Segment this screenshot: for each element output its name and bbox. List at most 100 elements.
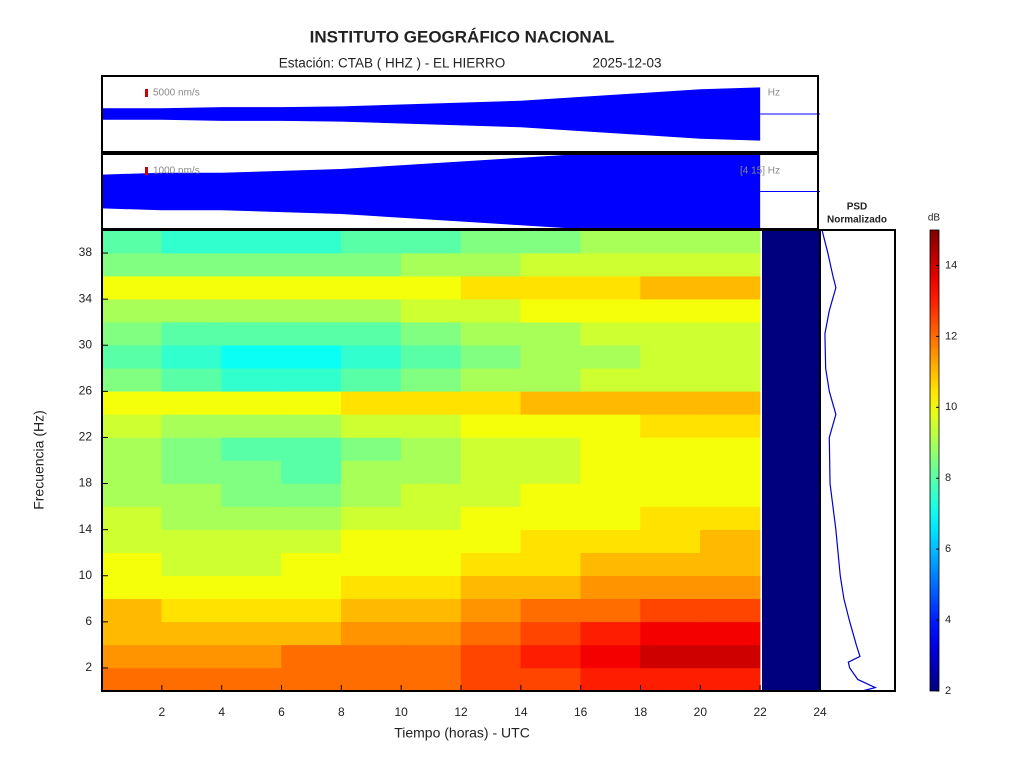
heatmap-cell <box>101 529 163 553</box>
heatmap-cell <box>700 575 761 600</box>
heatmap-cell <box>221 483 282 507</box>
x-tick-label: 20 <box>694 705 708 719</box>
heatmap-cell <box>400 575 462 600</box>
heatmap-cell <box>640 391 701 415</box>
heatmap-cell <box>101 298 163 323</box>
heatmap-cell <box>161 552 222 577</box>
scale-bar <box>145 167 148 175</box>
heatmap-cell <box>580 345 641 369</box>
heatmap-cell <box>700 667 761 692</box>
trace-envelope <box>102 154 761 229</box>
heatmap-cell <box>400 552 462 577</box>
scale-bar <box>145 89 148 97</box>
heatmap-cell <box>580 437 641 461</box>
psd-frame <box>819 229 896 692</box>
heatmap-cell <box>520 391 581 415</box>
heatmap-cell <box>640 229 701 254</box>
x-tick-label: 14 <box>514 705 528 719</box>
heatmap-cell <box>520 437 581 461</box>
heatmap-cell <box>281 621 342 646</box>
x-tick-label: 10 <box>394 705 408 719</box>
colorbar-tick-label: 12 <box>945 330 957 342</box>
x-tick-label: 6 <box>278 705 285 719</box>
heatmap-cell <box>221 368 282 392</box>
heatmap-cell <box>580 391 641 415</box>
heatmap-cell <box>520 621 581 646</box>
heatmap-cell <box>640 506 701 530</box>
heatmap-cell <box>400 437 462 461</box>
heatmap-cell <box>341 667 402 692</box>
heatmap-cell <box>341 460 402 484</box>
heatmap-cell <box>281 252 342 277</box>
heatmap-cell <box>460 437 522 461</box>
y-tick-label: 18 <box>79 476 93 490</box>
heatmap-cell <box>520 298 581 323</box>
heatmap-cell <box>580 644 641 669</box>
heatmap-cell <box>460 506 522 530</box>
heatmap-cell <box>281 321 342 346</box>
heatmap-cell <box>520 667 581 692</box>
heatmap-cell <box>221 298 282 323</box>
x-tick-label: 4 <box>218 705 225 719</box>
y-tick-label: 34 <box>79 291 93 305</box>
heatmap-cell <box>400 506 462 530</box>
heatmap-cell <box>640 275 701 300</box>
heatmap-cell <box>341 529 402 553</box>
heatmap-cell <box>700 598 761 623</box>
heatmap-cell <box>161 529 222 553</box>
heatmap-cell <box>161 275 222 300</box>
heatmap-cell <box>281 667 342 692</box>
heatmap-cell <box>580 368 641 392</box>
heatmap-cell <box>101 621 163 646</box>
heatmap-cell <box>460 667 522 692</box>
heatmap-cell <box>580 229 641 254</box>
heatmap-cell <box>341 368 402 392</box>
heatmap-cell <box>341 298 402 323</box>
heatmap-cell <box>460 275 522 300</box>
heatmap-cell <box>700 506 761 530</box>
heatmap-cell <box>161 621 222 646</box>
heatmap-cell <box>520 229 581 254</box>
x-tick-label: 8 <box>338 705 345 719</box>
heatmap-cell <box>580 252 641 277</box>
heatmap-cell <box>400 298 462 323</box>
psd-subtitle: Normalizado <box>827 215 887 226</box>
scale-label: 1000 nm/s <box>153 166 200 177</box>
heatmap-cell <box>700 621 761 646</box>
heatmap-cell <box>640 345 701 369</box>
colorbar-tick-label: 10 <box>945 401 957 413</box>
heatmap-cell <box>281 552 342 577</box>
heatmap-cell <box>460 298 522 323</box>
heatmap-cell <box>520 368 581 392</box>
colorbar-tick-label: 14 <box>945 259 957 271</box>
heatmap-cell <box>520 345 581 369</box>
heatmap-cell <box>640 321 701 346</box>
filter-label: Hz <box>768 88 780 99</box>
heatmap-cell <box>281 229 342 254</box>
heatmap-cell <box>460 345 522 369</box>
heatmap-cell <box>400 321 462 346</box>
heatmap-cell <box>700 552 761 577</box>
y-tick-label: 14 <box>79 522 93 536</box>
heatmap-cell <box>400 621 462 646</box>
heatmap-cell <box>700 391 761 415</box>
heatmap-cell <box>281 575 342 600</box>
heatmap-cell <box>400 414 462 438</box>
colorbar <box>929 229 940 692</box>
heatmap-cell <box>161 506 222 530</box>
scale-label: 5000 nm/s <box>153 88 200 99</box>
heatmap-cell <box>640 252 701 277</box>
heatmap-cell <box>640 460 701 484</box>
heatmap-cell <box>520 460 581 484</box>
heatmap-cell <box>400 368 462 392</box>
heatmap-cell <box>281 391 342 415</box>
y-tick-label: 6 <box>85 614 92 628</box>
heatmap-cell <box>460 552 522 577</box>
filter-label: [4 15] Hz <box>740 166 780 177</box>
heatmap-cell <box>400 644 462 669</box>
heatmap-cell <box>221 552 282 577</box>
heatmap-cell <box>580 460 641 484</box>
y-tick-label: 26 <box>79 384 93 398</box>
heatmap-cell <box>700 368 761 392</box>
heatmap-cell <box>700 345 761 369</box>
